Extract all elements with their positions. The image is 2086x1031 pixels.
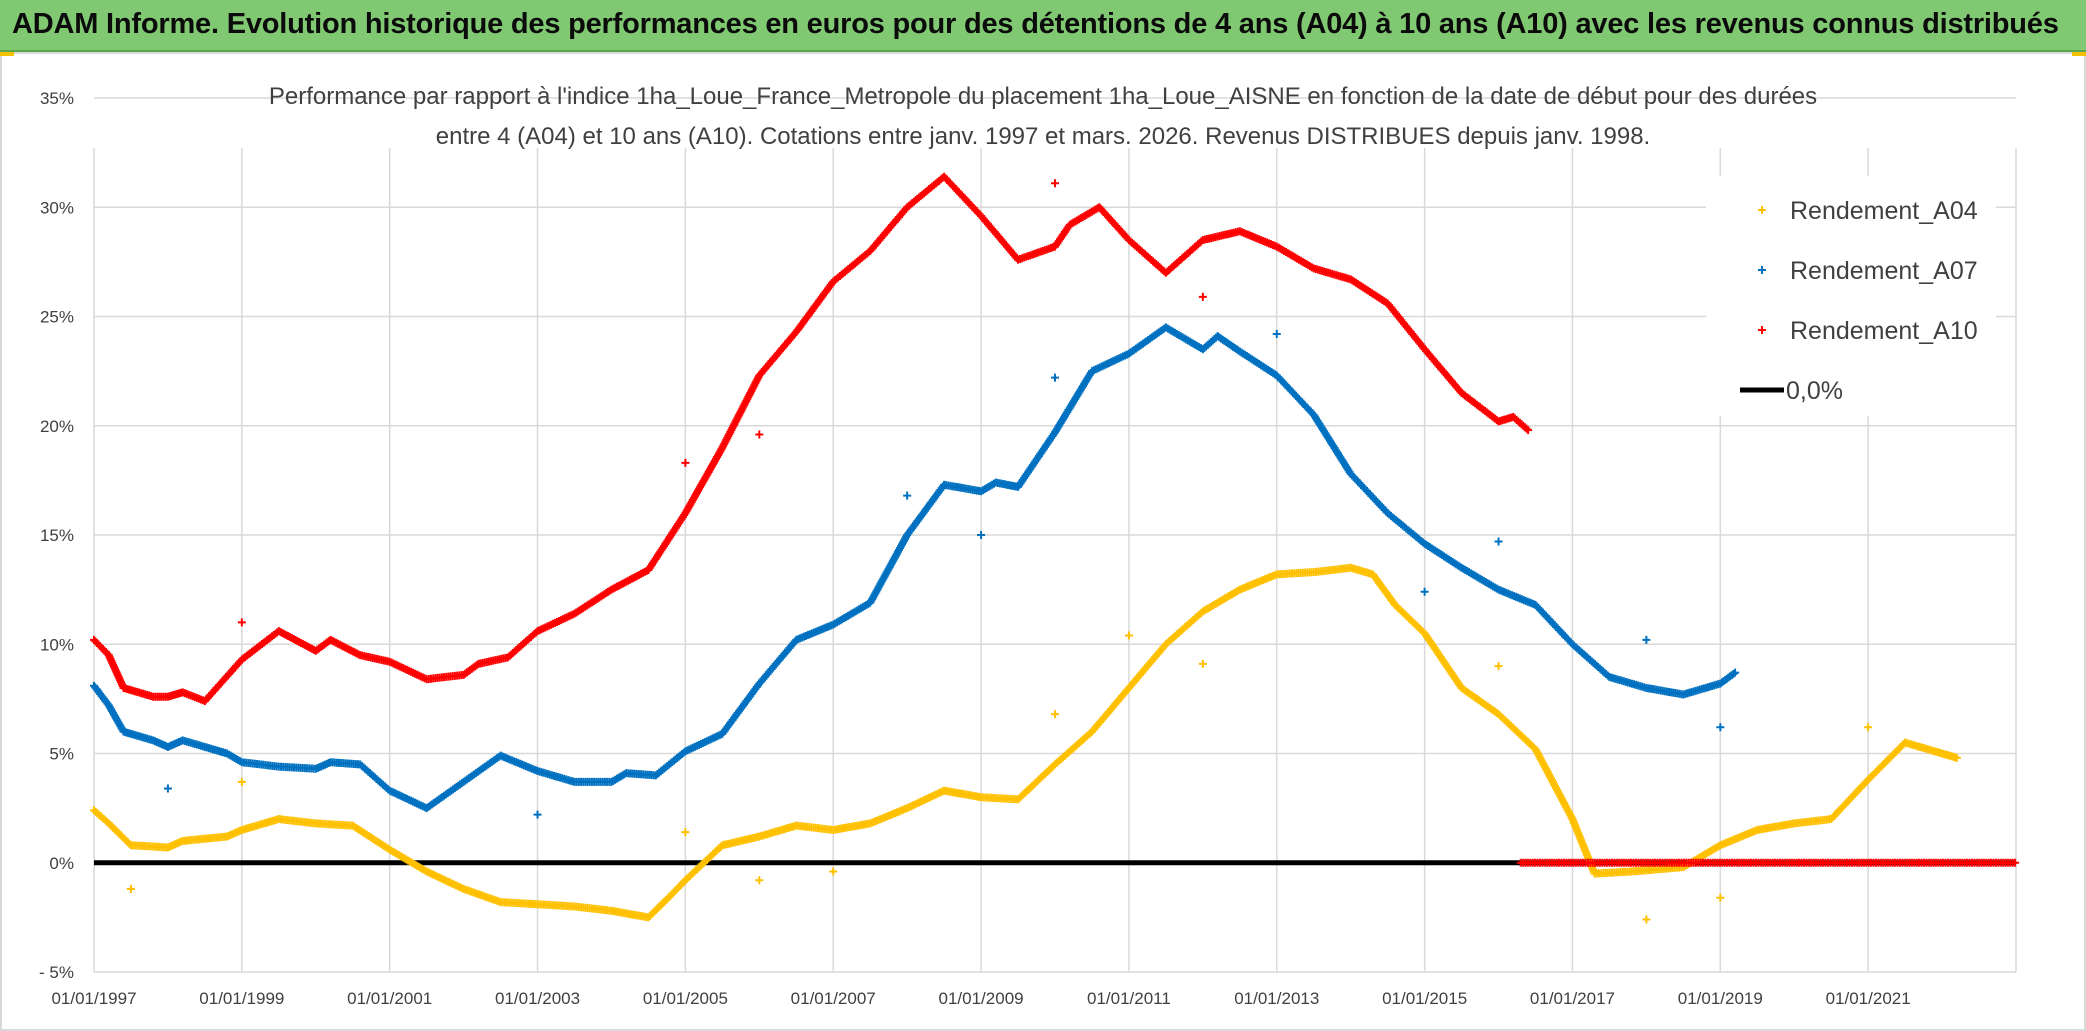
data-point-marker: [2011, 858, 2020, 867]
legend-swatch: [1758, 206, 1766, 214]
chart-corner-mark: [0, 52, 14, 56]
legend-background: [1706, 176, 1996, 416]
data-point-marker: [126, 884, 135, 893]
data-point-marker: [755, 430, 764, 439]
legend-swatch: [1758, 266, 1766, 274]
data-point-marker: [1524, 426, 1533, 435]
chart-title-line-2: entre 4 (A04) et 10 ans (A10). Cotations…: [436, 123, 1650, 150]
legend-label: Rendement_A04: [1790, 197, 1978, 225]
data-point-marker: [163, 784, 172, 793]
chart-axes: 35% 30% 25% 20% 15% 10% 5% 0% - 5% 01/01/1997 01/0…: [39, 89, 1911, 1008]
y-tick-label: 30%: [40, 198, 74, 217]
data-point-marker: [1522, 424, 1531, 433]
data-point-marker: [829, 867, 838, 876]
report-title: ADAM Informe. Evolution historique des p…: [12, 8, 2059, 40]
data-point-marker: [1494, 662, 1503, 671]
data-point-marker: [1494, 537, 1503, 546]
chart-grid: [93, 97, 2017, 973]
data-point-marker: [533, 810, 542, 819]
data-point-marker: [903, 491, 912, 500]
data-point-marker: [1420, 587, 1429, 596]
chart-frame: [0, 52, 2086, 1031]
data-point-marker: [1051, 373, 1059, 382]
data-point-marker: [1272, 329, 1281, 338]
y-tick-label: 15%: [40, 526, 74, 545]
legend-swatch: [1758, 326, 1766, 334]
x-tick-label: 01/01/2015: [1382, 989, 1467, 1008]
data-point-marker: [755, 876, 764, 885]
data-point-marker: [1642, 635, 1651, 644]
x-tick-label: 01/01/2005: [643, 989, 728, 1008]
x-tick-label: 01/01/2013: [1234, 989, 1319, 1008]
series-layer: [90, 172, 2020, 924]
data-point-marker: [1051, 179, 1059, 188]
series-rendement-a07: [90, 323, 1740, 819]
data-point-marker: [1952, 753, 1961, 762]
data-point-marker: [977, 531, 986, 539]
data-point-marker: [1198, 292, 1207, 301]
data-point-marker: [1731, 668, 1740, 677]
y-tick-label: 25%: [40, 308, 74, 327]
legend-label: 0,0%: [1786, 377, 1843, 405]
chart-corner-mark-right: [2072, 52, 2086, 56]
title-banner: ADAM Informe. Evolution historique des p…: [0, 0, 2086, 52]
legend-label: Rendement_A10: [1790, 317, 1978, 345]
x-tick-label: 01/01/2009: [939, 989, 1024, 1008]
x-tick-label: 01/01/1999: [199, 989, 284, 1008]
x-tick-label: 01/01/2003: [495, 989, 580, 1008]
data-point-marker: [237, 618, 246, 627]
x-tick-label: 01/01/2011: [1087, 989, 1171, 1008]
x-tick-label: 01/01/2001: [347, 989, 432, 1008]
data-point-marker: [681, 828, 690, 837]
data-point-marker: [1729, 669, 1738, 678]
y-tick-label: 10%: [40, 635, 74, 654]
data-point-marker: [1864, 723, 1873, 732]
data-point-marker: [1716, 893, 1725, 902]
x-tick-label: 01/01/1997: [51, 989, 136, 1008]
data-point-marker: [1124, 631, 1133, 640]
y-tick-label: 5%: [49, 745, 74, 764]
y-tick-label: 0%: [49, 854, 74, 873]
y-tick-label: 20%: [40, 417, 74, 436]
series-rendement-a04: [90, 563, 1961, 924]
data-point-marker: [1051, 710, 1059, 719]
chart-legend: Rendement_A04 Rendement_A07 Rendement_A10 0…: [1706, 176, 1996, 416]
y-tick-label: 35%: [40, 89, 74, 108]
y-tick-label: - 5%: [39, 963, 74, 982]
data-point-marker: [1716, 723, 1725, 732]
x-tick-label: 01/01/2007: [791, 989, 876, 1008]
data-point-marker: [1642, 915, 1651, 924]
x-tick-label: 01/01/2019: [1678, 989, 1763, 1008]
data-point-marker: [681, 458, 690, 467]
chart-title-line-1: Performance par rapport à l'indice 1ha_L…: [269, 83, 1817, 110]
legend-label: Rendement_A07: [1790, 257, 1978, 285]
series-rendement-a10: [90, 172, 2020, 867]
x-tick-label: 01/01/2021: [1826, 989, 1911, 1008]
x-tick-label: 01/01/2017: [1530, 989, 1615, 1008]
data-point-marker: [237, 777, 246, 786]
data-point-marker: [1198, 659, 1207, 668]
